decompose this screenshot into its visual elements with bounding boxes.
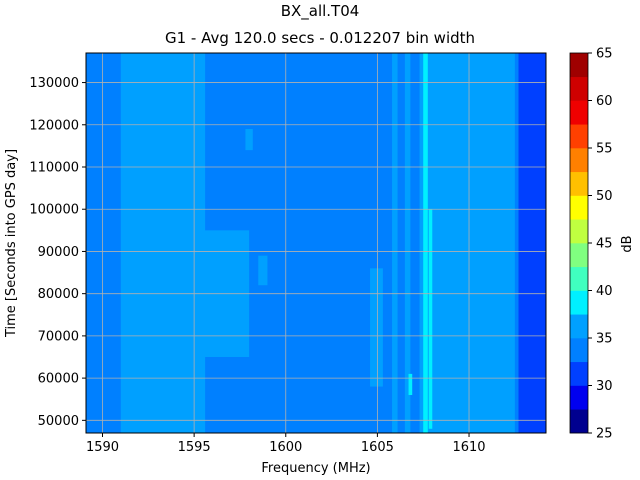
colorbar-tick-label-0: 25 (596, 427, 613, 442)
colorbar: 25 30 35 40 45 50 55 60 65 (569, 47, 613, 442)
colorbar-tick-label-3: 40 (596, 284, 613, 299)
colorbar-segment-1 (570, 385, 588, 410)
chart-title: BX_all.T04 (280, 2, 360, 20)
colorbar-segment-7 (570, 243, 588, 268)
colorbar-tick-label-7: 60 (596, 94, 613, 109)
colorbar-segment-5 (570, 290, 588, 315)
y-tick-label-0: 50000 (38, 414, 79, 429)
x-axis-label: Frequency (MHz) (261, 461, 370, 476)
heatmap-band-9 (404, 53, 411, 433)
y-tick-label-7: 120000 (29, 118, 79, 133)
colorbar-segment-4 (570, 314, 588, 339)
heatmap-band-0 (86, 53, 97, 433)
heatmap-band-14 (432, 53, 515, 433)
plot-area (86, 53, 546, 433)
chart-subtitle: G1 - Avg 120.0 secs - 0.012207 bin width (164, 29, 476, 47)
y-tick-label-3: 80000 (38, 287, 79, 302)
y-tick-label-6: 110000 (29, 161, 79, 176)
colorbar-segment-12 (570, 124, 588, 149)
colorbar-segment-0 (570, 409, 588, 434)
heatmap-band-8 (392, 53, 398, 433)
colorbar-segment-8 (570, 219, 588, 244)
axes: 1590 1595 1600 1605 1610 50000 60000 70000 80000… (29, 52, 547, 455)
colorbar-segment-11 (570, 148, 588, 173)
colorbar-segment-15 (570, 53, 588, 78)
y-tick-label-1: 60000 (38, 372, 79, 387)
colorbar-tick-label-2: 35 (596, 332, 613, 347)
colorbar-tick-label-1: 30 (596, 379, 613, 394)
plot-frame (85, 52, 547, 434)
y-tick-label-5: 100000 (29, 203, 79, 218)
x-tick-label-1: 1595 (178, 440, 211, 455)
heatmap-band-13 (428, 209, 433, 429)
y-tick-label-4: 90000 (38, 245, 79, 260)
colorbar-segment-9 (570, 195, 588, 220)
x-tick-label-3: 1605 (361, 440, 394, 455)
heatmap-band-5 (245, 129, 253, 151)
heatmap-band-6 (258, 255, 268, 286)
x-tick-label-2: 1600 (269, 440, 302, 455)
colorbar-tick-label-4: 45 (596, 237, 613, 252)
colorbar-segment-3 (570, 338, 588, 363)
colorbar-segment-10 (570, 171, 588, 196)
colorbar-segment-14 (570, 76, 588, 101)
colorbar-label: dB (620, 235, 635, 252)
x-tick-label-4: 1610 (452, 440, 485, 455)
heatmap-band-4 (126, 344, 240, 353)
y-tick-label-8: 130000 (29, 76, 79, 91)
y-axis-label: Time [Seconds into GPS day] (4, 149, 19, 338)
heatmap-band-12 (423, 53, 428, 433)
y-tick-label-2: 70000 (38, 329, 79, 344)
grid (86, 53, 546, 433)
colorbar-tick-label-5: 50 (596, 189, 613, 204)
colorbar-tick-label-8: 65 (596, 47, 613, 62)
x-tick-label-0: 1590 (86, 440, 119, 455)
colorbar-segment-6 (570, 266, 588, 291)
colorbar-tick-label-6: 55 (596, 142, 613, 157)
colorbar-segment-13 (570, 100, 588, 125)
colorbar-segment-2 (570, 361, 588, 386)
heatmap-band-10 (408, 373, 413, 395)
heatmap-band-7 (370, 268, 383, 387)
